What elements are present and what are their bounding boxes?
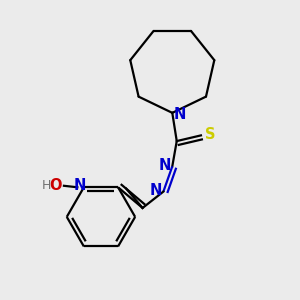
Text: S: S — [205, 127, 216, 142]
Text: N: N — [150, 183, 162, 198]
Text: N: N — [159, 158, 171, 173]
Text: O: O — [50, 178, 62, 193]
Text: N: N — [173, 107, 186, 122]
Text: H: H — [41, 179, 51, 192]
Text: N: N — [73, 178, 86, 193]
